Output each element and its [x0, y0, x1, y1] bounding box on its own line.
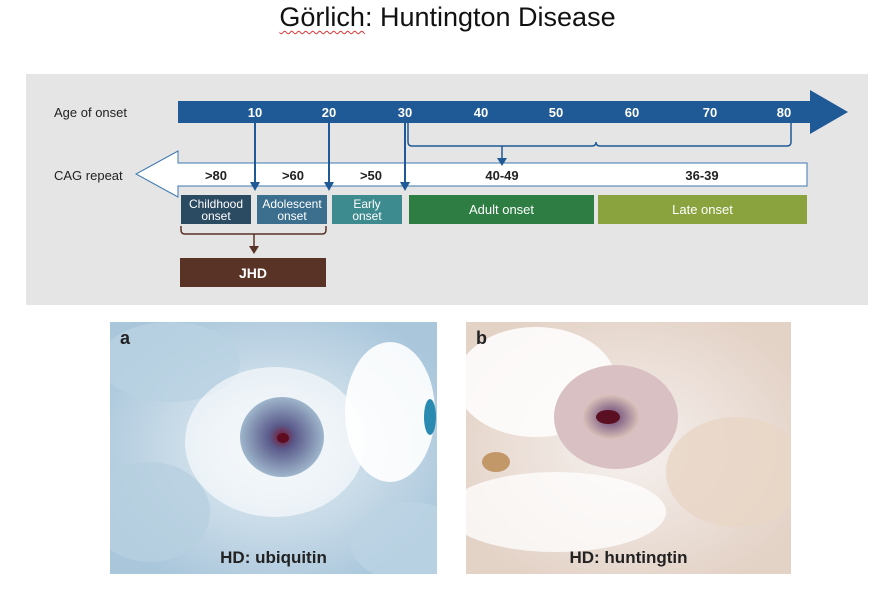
stage-late-onset: Late onset [598, 195, 807, 224]
cag-repeat-label: CAG repeat [54, 168, 123, 183]
age-tick: 10 [247, 105, 263, 120]
age-of-onset-arrow [178, 90, 848, 134]
jhd-bracket [180, 226, 327, 235]
age-of-onset-label: Age of onset [54, 105, 127, 120]
age-tick: 50 [548, 105, 564, 120]
age-tick: 20 [321, 105, 337, 120]
jhd-box: JHD [180, 258, 326, 287]
panel-letter: b [476, 328, 487, 348]
cag-value: >80 [204, 168, 228, 183]
age-tick: 60 [624, 105, 640, 120]
panel-caption: HD: huntingtin [569, 548, 688, 567]
arrowhead-20 [324, 182, 334, 191]
age-30-80-bracket [407, 123, 792, 147]
cag-value: >50 [359, 168, 383, 183]
age-tick: 80 [776, 105, 792, 120]
stage-childhood-onset: Childhood onset [181, 195, 251, 224]
bracket-arrowhead [497, 158, 507, 166]
panel-ubiquitin: a HD: ubiquitin [110, 322, 437, 574]
title-subject: : Huntington Disease [364, 2, 616, 32]
age-tick: 30 [397, 105, 413, 120]
panel-caption: HD: ubiquitin [220, 548, 327, 567]
arrowhead-30 [400, 182, 410, 191]
age-onset-diagram: Age of onset CAG repeat 10 20 30 40 50 6… [26, 74, 868, 305]
arrowhead-10 [250, 182, 260, 191]
title-author: Görlich [279, 2, 365, 32]
cag-value: 36-39 [685, 168, 719, 183]
age-tick: 70 [702, 105, 718, 120]
cag-value: 40-49 [485, 168, 519, 183]
diagram-graphics [134, 90, 848, 254]
huntingtin-micrograph [466, 322, 791, 574]
cag-value: >60 [281, 168, 305, 183]
page-title: Görlich: Huntington Disease [0, 2, 895, 33]
ubiquitin-micrograph [110, 322, 437, 574]
stage-adolescent-onset: Adolescent onset [257, 195, 327, 224]
stage-early-onset: Early onset [332, 195, 402, 224]
panel-huntingtin: b HD: huntingtin [466, 322, 791, 574]
jhd-arrowhead [249, 246, 259, 254]
panel-letter: a [120, 328, 131, 348]
cag-repeat-arrow [134, 150, 808, 198]
stage-adult-onset: Adult onset [409, 195, 594, 224]
age-tick: 40 [473, 105, 489, 120]
